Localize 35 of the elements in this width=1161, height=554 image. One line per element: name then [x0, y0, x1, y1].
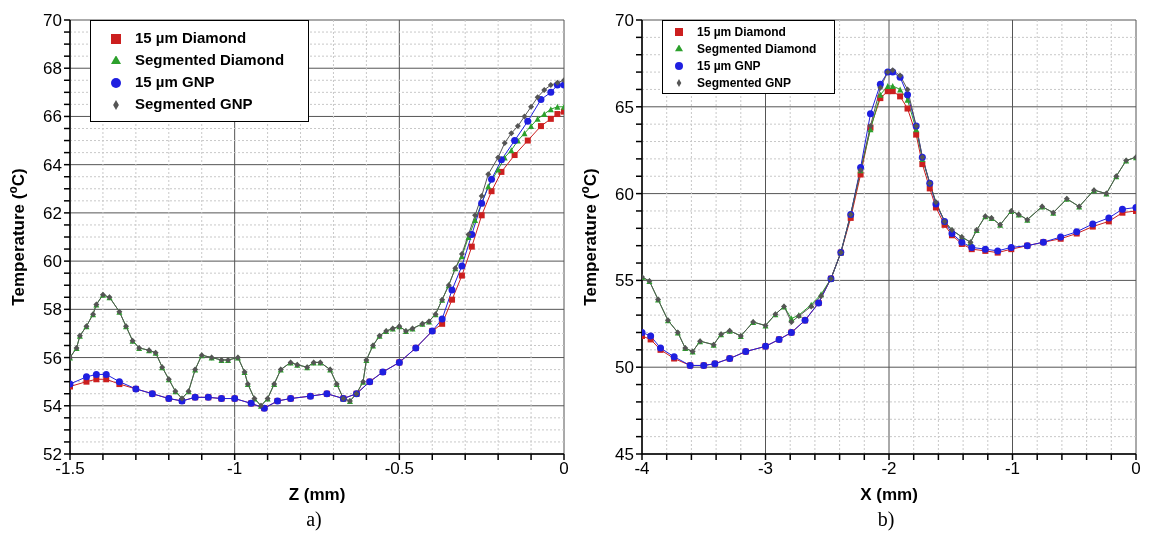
x-tick-label: 0 [559, 459, 569, 479]
y-tick-label: 60 [43, 252, 62, 272]
y-tick-label: 64 [43, 155, 62, 175]
y-tick-label: 54 [43, 396, 62, 416]
y-tick-label: 55 [615, 271, 634, 291]
x-tick-label: -3 [757, 459, 774, 479]
text: a) [305, 508, 323, 531]
legend-label: Segmented Diamond [135, 51, 285, 68]
x-tick-label: 0 [1131, 459, 1141, 479]
x-tick-label: -0.5 [384, 459, 414, 479]
legend-label: 15 µm GNP [697, 59, 761, 73]
legend-label: 15 µm GNP [135, 73, 215, 90]
x-tick-label: -1 [1004, 459, 1021, 479]
legend-label: Segmented GNP [135, 95, 253, 112]
text: b) [876, 508, 896, 531]
x-axis-title: Z (mm) [288, 485, 346, 504]
x-tick-label: -1 [227, 459, 243, 479]
y-tick-label: 65 [615, 97, 634, 117]
y-tick-label: 62 [43, 203, 62, 223]
x-tick-label: -4 [634, 459, 650, 479]
y-tick-label: 66 [43, 107, 62, 127]
legend-label: Segmented Diamond [697, 42, 817, 56]
y-tick-label: 56 [43, 348, 62, 368]
y-tick-label: 50 [615, 358, 634, 378]
y-tick-label: 70 [43, 11, 62, 31]
y-tick-label: 70 [615, 11, 634, 31]
legend-label: 15 µm Diamond [135, 29, 247, 46]
x-axis-title: X (mm) [860, 485, 918, 504]
y-tick-label: 60 [615, 184, 634, 204]
legend-label: Segmented GNP [697, 76, 792, 90]
legend-label: 15 µm Diamond [697, 25, 786, 39]
x-tick-label: -2 [881, 459, 897, 479]
y-tick-label: 45 [615, 445, 634, 465]
y-tick-label: 58 [43, 300, 62, 320]
y-tick-label: 68 [43, 59, 62, 79]
